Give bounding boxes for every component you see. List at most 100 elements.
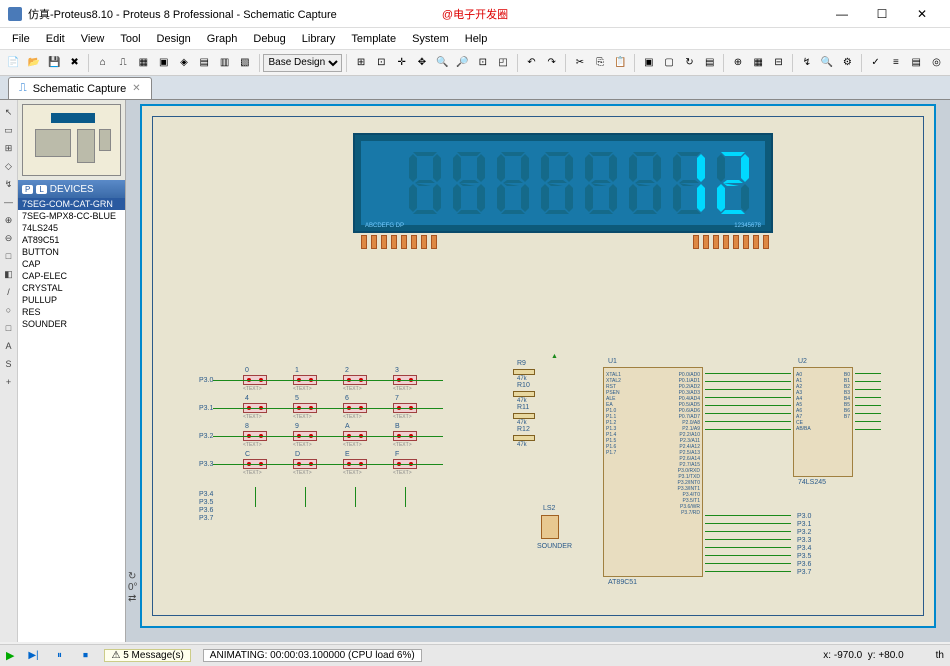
device-item[interactable]: CAP xyxy=(18,258,125,270)
tool-10[interactable]: / xyxy=(1,284,17,300)
tool-1[interactable]: ▭ xyxy=(1,122,17,138)
tool-12[interactable]: □ xyxy=(1,320,17,336)
menu-template[interactable]: Template xyxy=(343,31,404,47)
3d-icon[interactable]: ▣ xyxy=(154,53,173,73)
device-item[interactable]: CRYSTAL xyxy=(18,282,125,294)
tool-4[interactable]: ↯ xyxy=(1,176,17,192)
snap-icon[interactable]: ⊡ xyxy=(372,53,391,73)
undo-icon[interactable]: ↶ xyxy=(522,53,541,73)
home-icon[interactable]: ⌂ xyxy=(93,53,112,73)
side-panel: P L DEVICES 7SEG-COM-CAT-GRN7SEG-MPX8-CC… xyxy=(18,100,126,642)
tool-5[interactable]: — xyxy=(1,194,17,210)
tool-9[interactable]: ◧ xyxy=(1,266,17,282)
device-item[interactable]: 7SEG-MPX8-CC-BLUE xyxy=(18,210,125,222)
tool-3[interactable]: ◇ xyxy=(1,158,17,174)
tool-8[interactable]: □ xyxy=(1,248,17,264)
origin-icon[interactable]: ✛ xyxy=(392,53,411,73)
zoomin-icon[interactable]: 🔍 xyxy=(433,53,452,73)
tool-13[interactable]: A xyxy=(1,338,17,354)
vsm-icon[interactable]: ▥ xyxy=(215,53,234,73)
device-item[interactable]: BUTTON xyxy=(18,246,125,258)
wire-autoroute-icon[interactable]: ↯ xyxy=(797,53,816,73)
menu-library[interactable]: Library xyxy=(294,31,344,47)
open-icon[interactable]: 📂 xyxy=(24,53,43,73)
property-icon[interactable]: ⚙ xyxy=(838,53,857,73)
tool-7[interactable]: ⊖ xyxy=(1,230,17,246)
device-list[interactable]: 7SEG-COM-CAT-GRN7SEG-MPX8-CC-BLUE74LS245… xyxy=(18,198,125,642)
tool-11[interactable]: ○ xyxy=(1,302,17,318)
pan-icon[interactable]: ✥ xyxy=(412,53,431,73)
menu-view[interactable]: View xyxy=(73,31,113,47)
tool-0[interactable]: ↖ xyxy=(1,104,17,120)
menu-design[interactable]: Design xyxy=(149,31,199,47)
paste-icon[interactable]: 📋 xyxy=(611,53,630,73)
maximize-button[interactable]: ☐ xyxy=(862,1,902,27)
tool-2[interactable]: ⊞ xyxy=(1,140,17,156)
keypad-label: E xyxy=(345,451,350,458)
menu-graph[interactable]: Graph xyxy=(199,31,246,47)
redo-icon[interactable]: ↷ xyxy=(542,53,561,73)
step-button[interactable]: ▶| xyxy=(26,650,40,661)
device-item[interactable]: CAP-ELEC xyxy=(18,270,125,282)
messages-indicator[interactable]: ⚠ 5 Message(s) xyxy=(104,649,190,662)
design-combo[interactable]: Base Design xyxy=(263,54,342,72)
tab-close-icon[interactable]: ✕ xyxy=(132,83,140,94)
tab-schematic[interactable]: ⎍ Schematic Capture ✕ xyxy=(8,77,152,99)
menu-system[interactable]: System xyxy=(404,31,457,47)
decompose-icon[interactable]: ⊟ xyxy=(769,53,788,73)
new-icon[interactable]: 📄 xyxy=(4,53,23,73)
device-item[interactable]: 74LS245 xyxy=(18,222,125,234)
zoomarea-icon[interactable]: ◰ xyxy=(494,53,513,73)
tool-15[interactable]: + xyxy=(1,374,17,390)
tool-6[interactable]: ⊕ xyxy=(1,212,17,228)
gerber-icon[interactable]: ◈ xyxy=(174,53,193,73)
pcb-icon[interactable]: ▦ xyxy=(134,53,153,73)
grid-icon[interactable]: ⊞ xyxy=(351,53,370,73)
device-item[interactable]: AT89C51 xyxy=(18,234,125,246)
schematic-icon[interactable]: ⎍ xyxy=(113,53,132,73)
arena-icon[interactable]: ◎ xyxy=(927,53,946,73)
menu-tool[interactable]: Tool xyxy=(112,31,148,47)
block-move-icon[interactable]: ▢ xyxy=(659,53,678,73)
zoomout-icon[interactable]: 🔎 xyxy=(453,53,472,73)
tool-14[interactable]: S xyxy=(1,356,17,372)
code-icon[interactable]: ▧ xyxy=(235,53,254,73)
package-icon[interactable]: ▦ xyxy=(749,53,768,73)
minimize-button[interactable]: — xyxy=(822,1,862,27)
device-item[interactable]: SOUNDER xyxy=(18,318,125,330)
copy-icon[interactable]: ⎘ xyxy=(591,53,610,73)
zoomfit-icon[interactable]: ⊡ xyxy=(473,53,492,73)
device-item[interactable]: RES xyxy=(18,306,125,318)
menu-debug[interactable]: Debug xyxy=(245,31,293,47)
block-rotate-icon[interactable]: ↻ xyxy=(680,53,699,73)
block-delete-icon[interactable]: ▤ xyxy=(700,53,719,73)
resistor-ref: R9 xyxy=(517,360,526,367)
device-item[interactable]: 7SEG-COM-CAT-GRN xyxy=(18,198,125,210)
search-icon[interactable]: 🔍 xyxy=(817,53,836,73)
erc-icon[interactable]: ✓ xyxy=(866,53,885,73)
menu-file[interactable]: File xyxy=(4,31,38,47)
menu-edit[interactable]: Edit xyxy=(38,31,73,47)
overview-map[interactable] xyxy=(22,104,121,176)
play-button[interactable]: ▶ xyxy=(6,649,14,662)
tab-label: Schematic Capture xyxy=(33,83,127,95)
badge-l[interactable]: L xyxy=(36,185,46,194)
netlist-icon[interactable]: ≡ xyxy=(886,53,905,73)
cut-icon[interactable]: ✂ xyxy=(570,53,589,73)
pick-icon[interactable]: ⊕ xyxy=(728,53,747,73)
schematic-canvas[interactable]: ABCDEFG DP 12345678 0<TEXT>1<TEXT>2<TEXT… xyxy=(140,104,936,628)
menu-help[interactable]: Help xyxy=(457,31,496,47)
u2-ref: U2 xyxy=(798,358,807,365)
port-label: P3.5 xyxy=(199,499,213,506)
port-label: P3.7 xyxy=(797,569,811,576)
bom2-icon[interactable]: ▤ xyxy=(907,53,926,73)
block-copy-icon[interactable]: ▣ xyxy=(639,53,658,73)
close-button[interactable]: ✕ xyxy=(902,1,942,27)
close-icon[interactable]: ✖ xyxy=(65,53,84,73)
bom-icon[interactable]: ▤ xyxy=(195,53,214,73)
device-item[interactable]: PULLUP xyxy=(18,294,125,306)
pause-button[interactable]: ⏸ xyxy=(52,650,66,661)
save-icon[interactable]: 💾 xyxy=(45,53,64,73)
badge-p[interactable]: P xyxy=(22,185,33,194)
stop-button[interactable]: ⏹ xyxy=(78,650,92,661)
